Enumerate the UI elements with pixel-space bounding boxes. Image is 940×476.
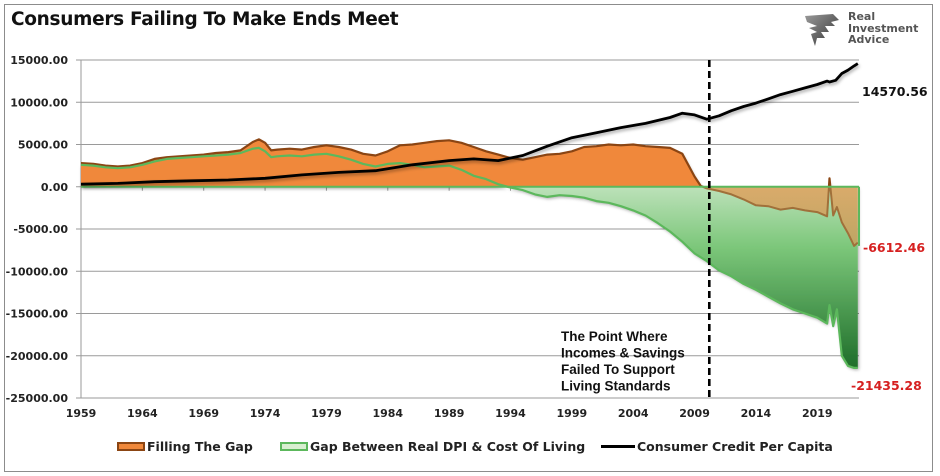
series-gap-area (81, 147, 858, 368)
legend-swatch-green (280, 442, 308, 451)
x-tick-label: 2014 (741, 407, 772, 420)
legend-label: Consumer Credit Per Capita (637, 439, 833, 454)
x-tick-label: 1979 (311, 407, 342, 420)
legend-item-gap-between: Gap Between Real DPI & Cost Of Living (280, 439, 585, 454)
y-tick-label: 15000.00 (10, 54, 68, 67)
y-tick-label: 10000.00 (10, 96, 68, 109)
y-tick-label: -5000.00 (13, 223, 68, 236)
x-tick-label: 1974 (250, 407, 281, 420)
eagle-logo-icon (805, 14, 839, 46)
y-tick-label: -20000.00 (6, 350, 69, 363)
chart-title: Consumers Failing To Make Ends Meet (11, 9, 399, 30)
end-value-label: -21435.28 (851, 378, 922, 393)
end-value-label: -6612.46 (863, 240, 925, 255)
y-tick-label: 0.00 (41, 181, 68, 194)
legend-label: Filling The Gap (147, 439, 253, 454)
annotation-note-line: Incomes & Savings (561, 346, 685, 361)
annotation-note-line: The Point Where (561, 329, 668, 344)
y-tick-label: -10000.00 (6, 265, 69, 278)
legend-item-filling-the-gap: Filling The Gap (117, 439, 253, 454)
x-tick-label: 1969 (188, 407, 219, 420)
series-filling-area-negative (81, 186, 858, 246)
brand-logo-text: Real Investment Advice (848, 11, 918, 46)
x-tick-label: 1999 (557, 407, 588, 420)
series-filling-edge-negative (700, 186, 859, 247)
series-consumer-credit-line (80, 62, 859, 186)
x-tick-label: 2004 (618, 407, 649, 420)
y-tick-label: 5000.00 (18, 139, 68, 152)
annotation-note-line: Failed To Support (561, 362, 675, 377)
annotation-note-line: Living Standards (561, 379, 671, 394)
series-filling-edge (81, 138, 832, 187)
x-tick-label: 2019 (802, 407, 833, 420)
legend-swatch-orange (117, 442, 145, 451)
brand-word-3: Advice (848, 33, 890, 46)
x-tick-label: 1984 (372, 407, 403, 420)
series-gap-edge (80, 146, 858, 369)
x-tick-label: 1964 (127, 407, 158, 420)
x-tick-label: 1989 (434, 407, 465, 420)
legend-swatch-line (601, 445, 635, 448)
x-tick-label: 1994 (495, 407, 526, 420)
y-tick-label: -15000.00 (6, 308, 69, 321)
brand-word-1: Real (848, 10, 876, 23)
legend-label: Gap Between Real DPI & Cost Of Living (310, 439, 586, 454)
brand-word-2: Investment (848, 21, 919, 35)
series-filling-area-positive (81, 139, 858, 187)
chart-legend: Filling The Gap Gap Between Real DPI & C… (0, 439, 940, 459)
end-value-label: 14570.56 (862, 84, 928, 99)
x-tick-label: 2009 (679, 407, 710, 420)
x-tick-label: 1959 (66, 407, 97, 420)
legend-item-consumer-credit: Consumer Credit Per Capita (601, 439, 833, 454)
y-tick-label: -25000.00 (6, 392, 69, 405)
